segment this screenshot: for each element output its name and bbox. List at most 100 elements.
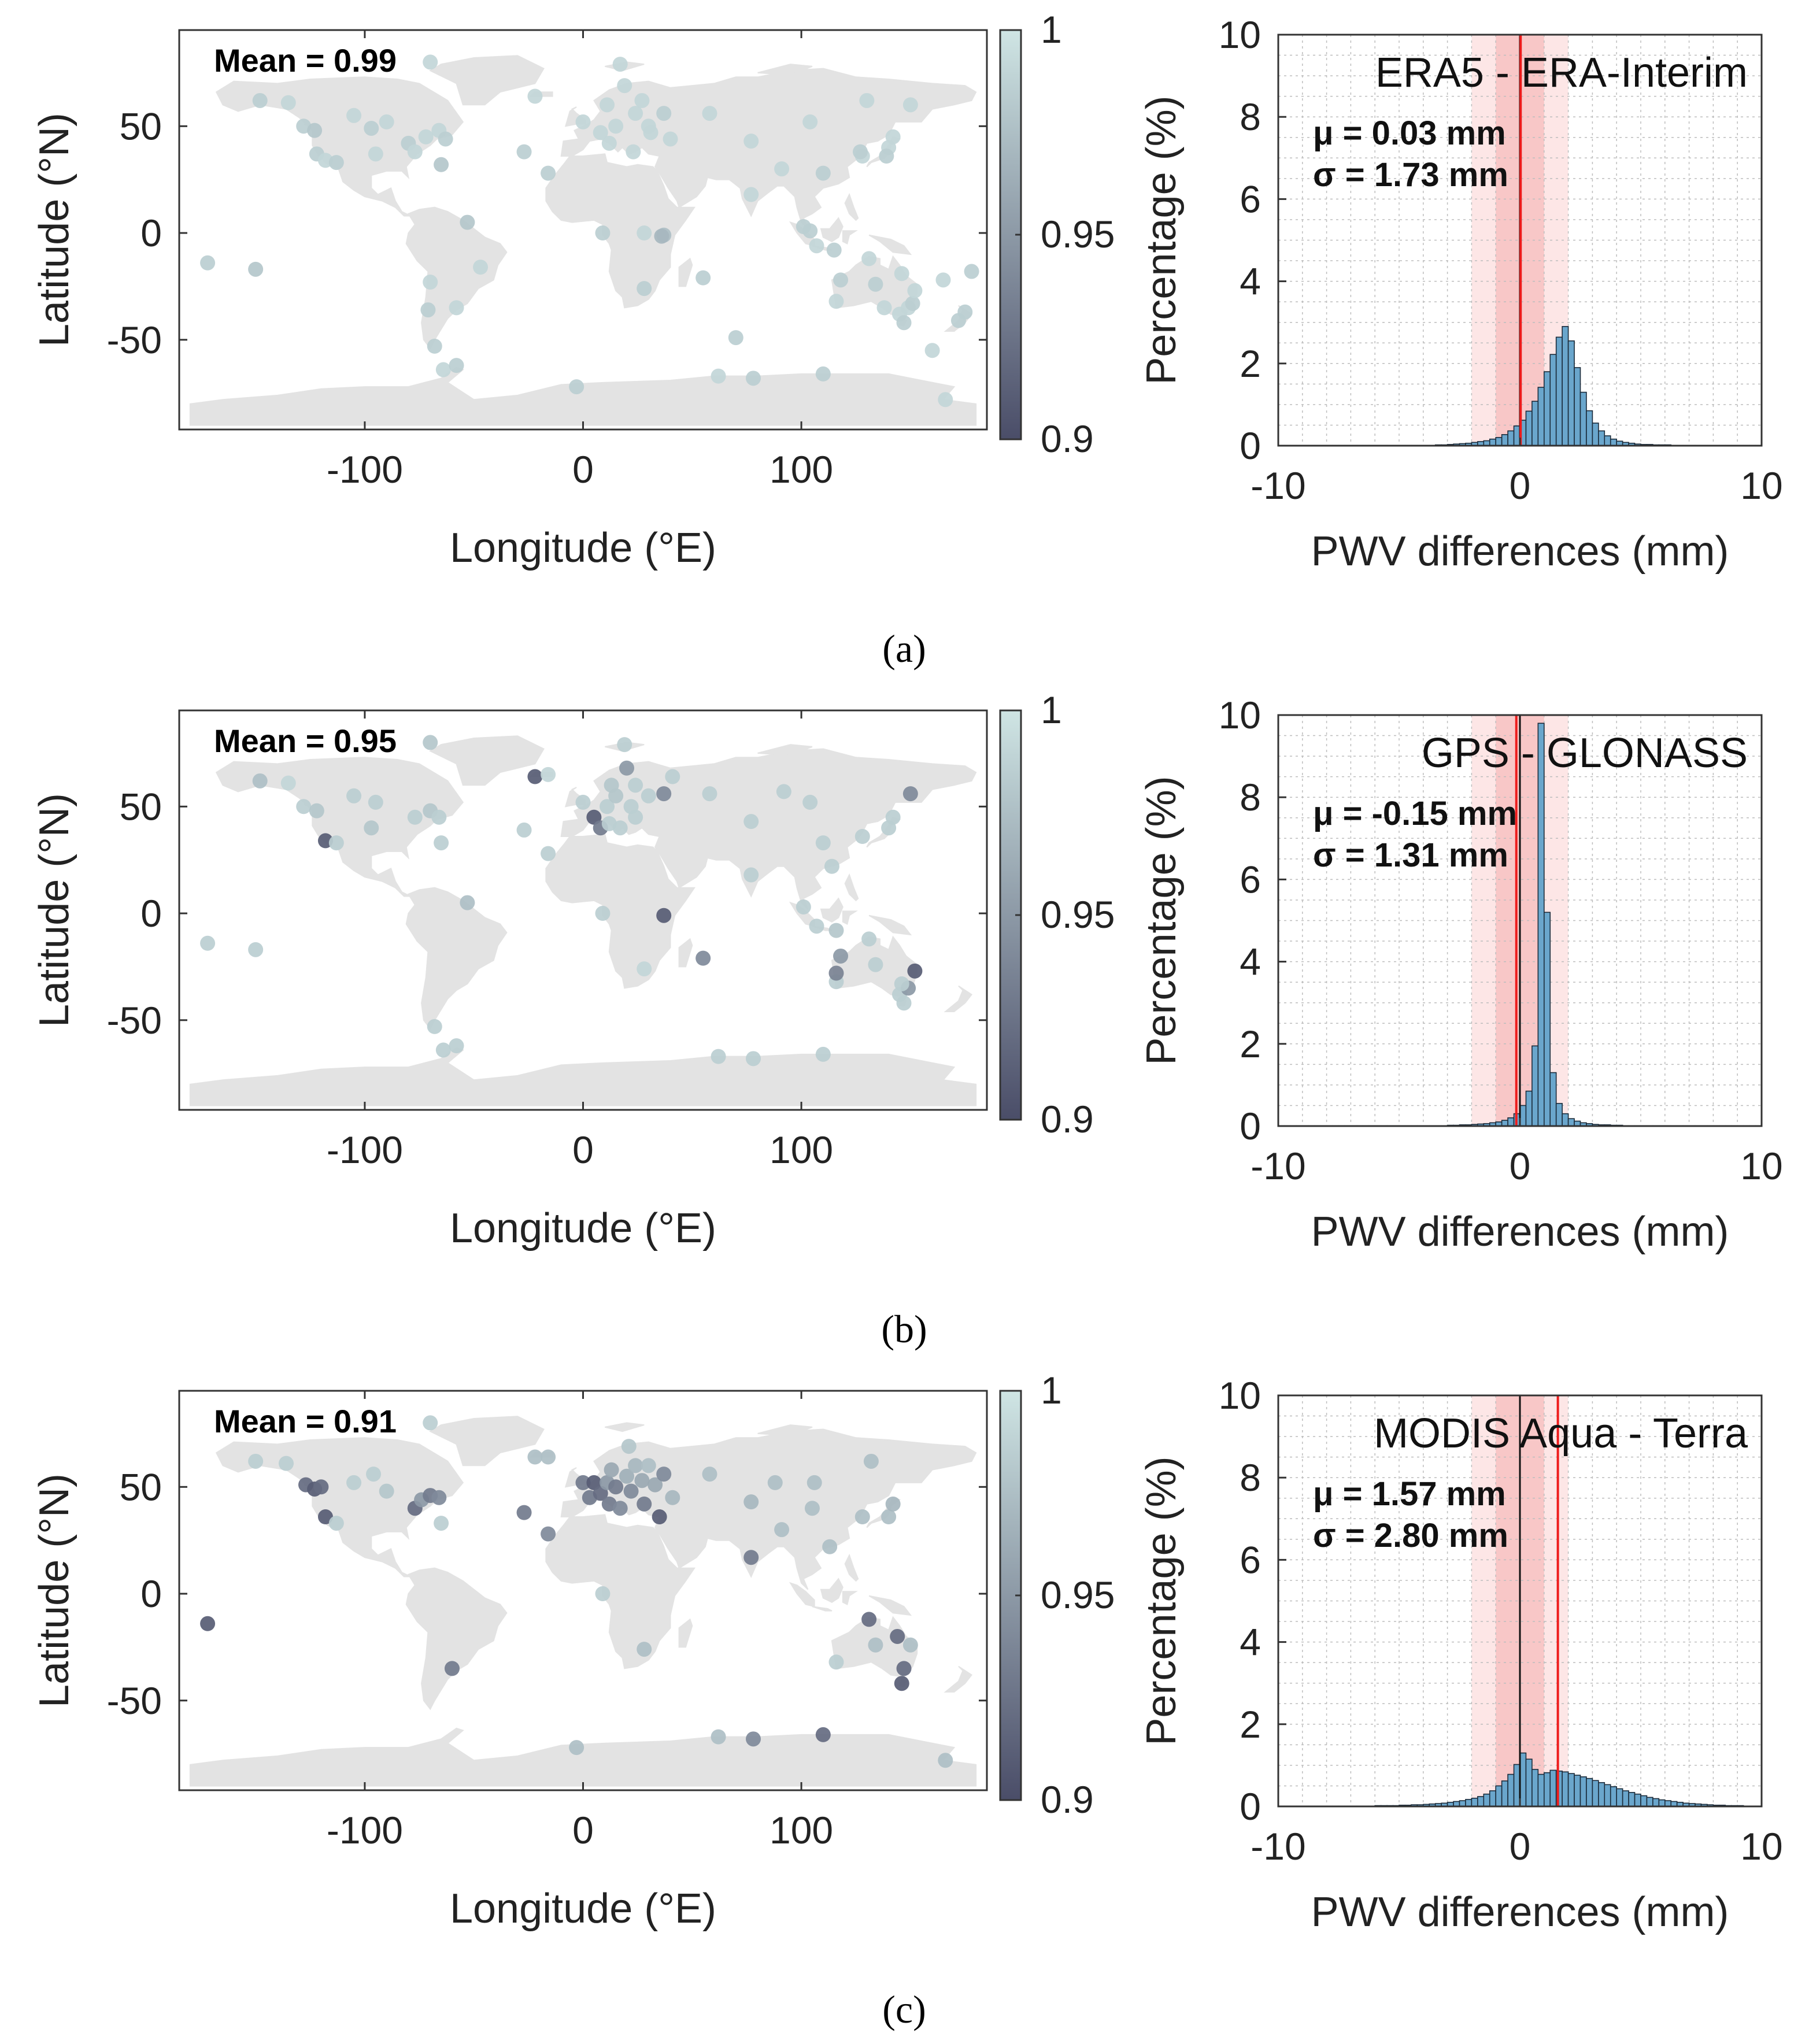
station-point bbox=[767, 1475, 783, 1490]
station-point bbox=[604, 777, 619, 793]
station-point bbox=[809, 919, 824, 934]
station-point bbox=[743, 1550, 759, 1565]
station-point bbox=[746, 1051, 761, 1067]
x-axis-label: Longitude (°E) bbox=[450, 1205, 716, 1251]
histogram-bar bbox=[1592, 1780, 1599, 1807]
histogram-bar bbox=[1562, 1113, 1569, 1127]
station-point bbox=[894, 976, 909, 991]
station-point bbox=[200, 1616, 216, 1631]
histogram-bar bbox=[1525, 1758, 1533, 1807]
station-point bbox=[743, 187, 759, 202]
station-point bbox=[527, 769, 543, 784]
mean-annotation: Mean = 0.99 bbox=[214, 42, 397, 79]
station-point bbox=[828, 965, 844, 981]
histogram-bar bbox=[1652, 1798, 1660, 1807]
land-shape bbox=[844, 1553, 859, 1582]
station-point bbox=[643, 125, 659, 140]
station-point bbox=[815, 165, 831, 181]
histogram-bars bbox=[1278, 1752, 1762, 1807]
y-tick-label: 8 bbox=[1240, 95, 1261, 138]
sigma-label: σ = 1.73 mm bbox=[1313, 156, 1508, 194]
station-point bbox=[612, 820, 628, 836]
y-tick-label: 0 bbox=[1240, 424, 1261, 467]
histogram-bar bbox=[1525, 410, 1533, 446]
station-point bbox=[696, 950, 711, 966]
station-point bbox=[280, 95, 296, 110]
y-tick-label: 6 bbox=[1240, 177, 1261, 220]
station-point bbox=[641, 1458, 656, 1473]
station-point bbox=[418, 129, 434, 145]
station-point bbox=[438, 131, 453, 147]
station-point bbox=[431, 809, 447, 825]
histogram-bar bbox=[1507, 430, 1515, 446]
y-tick-label: -50 bbox=[107, 1679, 162, 1722]
station-point bbox=[435, 1042, 451, 1058]
station-point bbox=[746, 371, 761, 386]
x-tick-label: 0 bbox=[1510, 1145, 1531, 1187]
land-shape bbox=[844, 192, 859, 221]
station-point bbox=[434, 157, 449, 172]
x-tick-label: 100 bbox=[770, 1128, 833, 1171]
station-point bbox=[541, 1449, 556, 1465]
y-tick-label: 0 bbox=[140, 212, 162, 254]
y-axis-label: Latitude (°N) bbox=[31, 793, 77, 1027]
y-tick-label: 10 bbox=[1219, 1374, 1261, 1417]
station-point bbox=[924, 343, 940, 358]
station-point bbox=[407, 809, 423, 825]
histogram-bar bbox=[1501, 1780, 1508, 1807]
histogram-bar bbox=[1658, 1799, 1666, 1807]
x-tick-label: -10 bbox=[1251, 464, 1305, 507]
station-point bbox=[652, 1509, 667, 1525]
station-point bbox=[527, 1449, 543, 1465]
station-point bbox=[612, 57, 628, 72]
station-point bbox=[907, 283, 923, 298]
mean-annotation: Mean = 0.91 bbox=[214, 1403, 397, 1439]
station-point bbox=[802, 114, 818, 129]
map-panel-c: -100 0 100 -50 0 50 Longitude (°E) Latitude (°N… bbox=[31, 1369, 1115, 1932]
station-point bbox=[804, 1501, 820, 1516]
station-point bbox=[696, 270, 711, 286]
land-shape bbox=[678, 938, 693, 968]
land-shape bbox=[215, 757, 464, 897]
x-axis-label: Longitude (°E) bbox=[450, 1886, 716, 1932]
y-tick-label: 10 bbox=[1219, 13, 1261, 56]
station-point bbox=[634, 92, 650, 108]
panel-row-b: -100 0 100 -50 0 50 Longitude (°E) Latitude (°N… bbox=[0, 680, 1809, 1361]
station-point bbox=[252, 92, 268, 108]
station-point bbox=[868, 276, 883, 292]
station-point bbox=[656, 106, 672, 121]
station-point bbox=[896, 315, 912, 331]
station-point bbox=[617, 78, 632, 94]
histogram-bar bbox=[1544, 1772, 1551, 1807]
station-point bbox=[815, 1727, 831, 1742]
comparison-label: ERA5 - ERA-Interim bbox=[1375, 50, 1748, 96]
station-point bbox=[859, 92, 875, 108]
station-point bbox=[711, 1729, 726, 1745]
colorbar-tick-label: 1 bbox=[1041, 8, 1062, 51]
station-point bbox=[853, 144, 868, 160]
station-point bbox=[252, 773, 268, 788]
station-point bbox=[420, 302, 436, 318]
x-tick-label: 10 bbox=[1740, 464, 1782, 507]
histogram-bar bbox=[1646, 1797, 1653, 1807]
station-point bbox=[328, 1516, 344, 1531]
station-point bbox=[407, 144, 423, 160]
station-point bbox=[595, 1586, 611, 1602]
station-point bbox=[902, 786, 918, 802]
station-point bbox=[957, 304, 973, 320]
histogram-bar bbox=[1640, 1795, 1648, 1807]
x-tick-label: 0 bbox=[1510, 464, 1531, 507]
station-point bbox=[796, 899, 811, 914]
station-point bbox=[665, 769, 680, 784]
station-point bbox=[379, 1483, 394, 1499]
station-point bbox=[516, 1505, 532, 1520]
histogram-bar bbox=[1531, 1045, 1539, 1127]
land-shape bbox=[757, 744, 813, 756]
station-point bbox=[879, 149, 894, 164]
station-point bbox=[575, 1475, 591, 1490]
y-axis-label: Percentage (%) bbox=[1138, 776, 1185, 1065]
station-point bbox=[656, 786, 672, 802]
station-point bbox=[626, 144, 641, 160]
y-tick-label: 2 bbox=[1240, 342, 1261, 385]
